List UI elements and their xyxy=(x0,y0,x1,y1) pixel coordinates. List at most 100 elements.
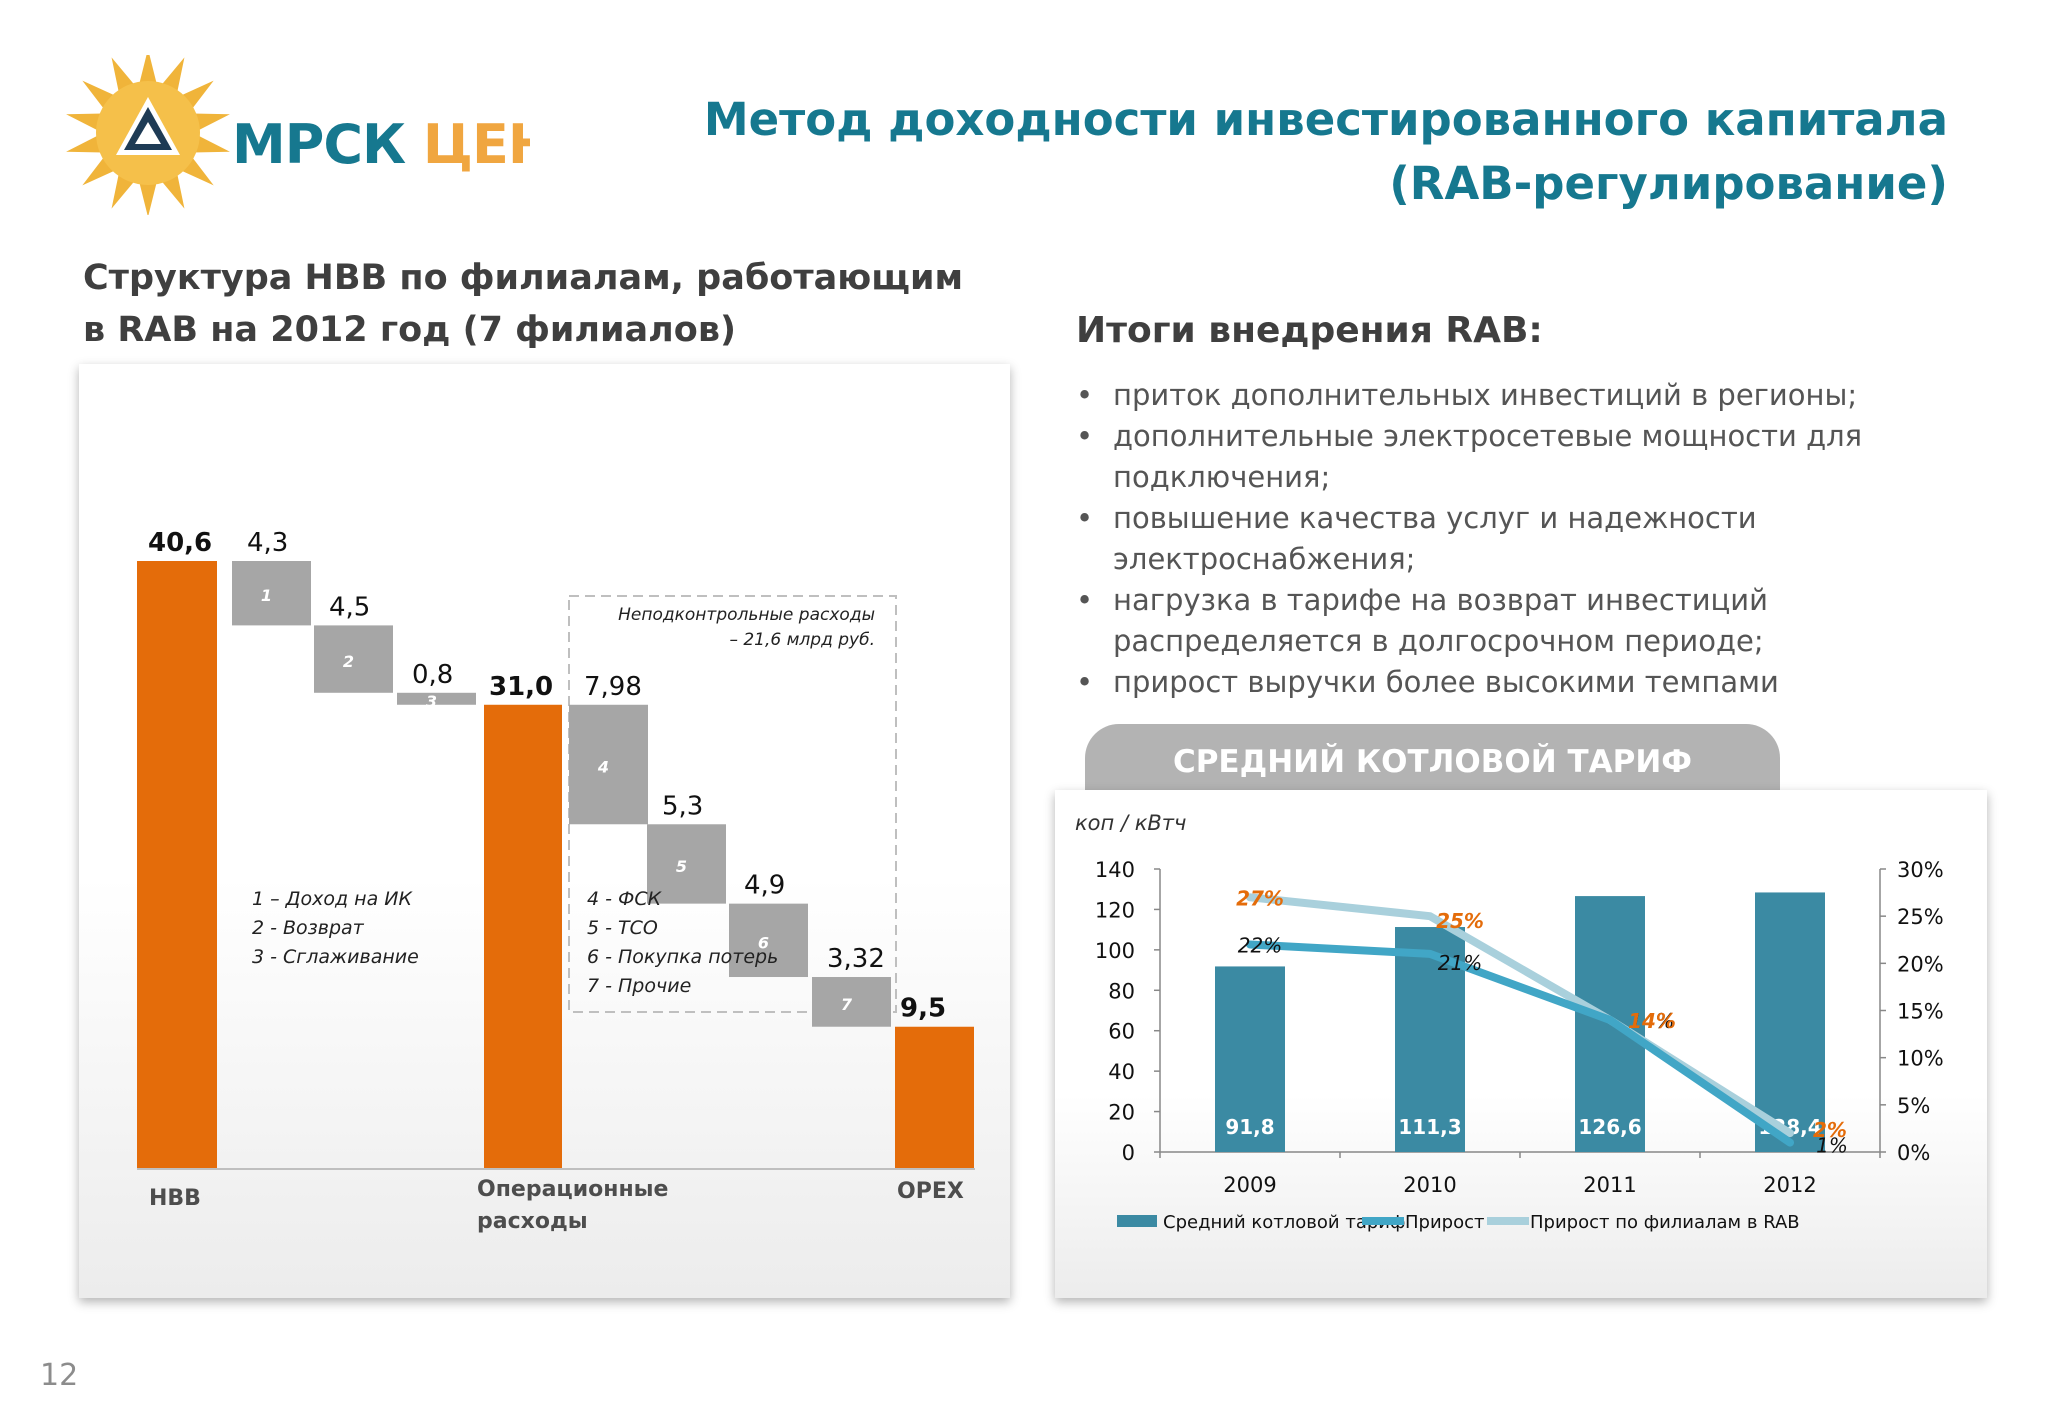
growth-value-label: 14% xyxy=(1630,1009,1674,1033)
rab-result-line: электроснабжения; xyxy=(1113,542,1416,576)
tariff-bar-label: 111,3 xyxy=(1398,1115,1461,1139)
waterfall-step-bar xyxy=(232,561,311,626)
rab-growth-value-label: 25% xyxy=(1436,909,1484,933)
rab-result-line: нагрузка в тарифе на возврат инвестиций xyxy=(1113,583,1768,617)
rab-results-heading: Итоги внедрения RAB: xyxy=(1076,310,1543,351)
tariff-bar xyxy=(1755,892,1825,1152)
axis-label-opex: OPEX xyxy=(897,1179,964,1204)
waterfall-value-label: 40,6 xyxy=(148,528,212,558)
legend-label: Прирост xyxy=(1405,1212,1484,1233)
y-tick-label: 40 xyxy=(1108,1060,1135,1084)
page-title-line2: (RAB-регулирование) xyxy=(1389,157,1948,210)
y2-tick-label: 5% xyxy=(1897,1094,1930,1118)
waterfall-legend-item: 6 - Покупка потерь xyxy=(587,946,778,968)
y-tick-label: 140 xyxy=(1095,858,1135,882)
bullet-icon: • xyxy=(1076,419,1094,453)
step-number-label: 7 xyxy=(841,995,853,1014)
company-logo: МРСК ЦЕНТРА xyxy=(66,55,530,215)
logo-text-part1: МРСК xyxy=(232,113,423,176)
waterfall-legend-item: 1 – Доход на ИК xyxy=(252,888,413,910)
legend-label: Прирост по филиалам в RAB xyxy=(1530,1212,1800,1233)
waterfall-chart: Неподконтрольные расходы – 21,6 млрд руб.… xyxy=(137,528,975,1234)
step-number-label: 6 xyxy=(758,933,769,952)
y2-tick-label: 20% xyxy=(1897,952,1944,976)
waterfall-value-label: 7,98 xyxy=(584,672,642,702)
rab-growth-line xyxy=(1246,893,1794,1138)
step-number-label: 3 xyxy=(426,692,437,711)
y-tick-label: 60 xyxy=(1108,1020,1135,1044)
waterfall-value-label: 9,5 xyxy=(900,994,946,1024)
waterfall-step-bar xyxy=(647,824,726,904)
y-tick-label: 100 xyxy=(1095,939,1135,963)
rab-growth-value-label: 27% xyxy=(1236,886,1284,910)
axis-label-nvv: НВВ xyxy=(149,1186,201,1211)
waterfall-value-label: 4,5 xyxy=(329,592,370,622)
sun-ray xyxy=(139,181,157,215)
rab-result-line: повышение качества услуг и надежности xyxy=(1113,501,1757,535)
tariff-unit-label: коп / кВтч xyxy=(1075,811,1186,835)
legend-swatch-bar xyxy=(1117,1215,1157,1227)
rab-result-line: приток дополнительных инвестиций в регио… xyxy=(1113,378,1858,412)
y-tick-label: 0 xyxy=(1122,1141,1135,1165)
y2-tick-label: 30% xyxy=(1897,858,1944,882)
waterfall-step-bar xyxy=(729,903,808,978)
rab-growth-value-label: 14% xyxy=(1628,1009,1676,1033)
waterfall-value-label: 31,0 xyxy=(489,672,553,702)
rab-result-item: • нагрузка в тарифе на возврат инвестиций… xyxy=(1076,580,2016,662)
waterfall-panel: Неподконтрольные расходы – 21,6 млрд руб.… xyxy=(79,364,1010,1298)
waterfall-legend-item: 7 - Прочие xyxy=(587,975,691,997)
waterfall-step-bar xyxy=(812,977,891,1027)
y2-tick-label: 25% xyxy=(1897,905,1944,929)
legend-label: Средний котловой тариф xyxy=(1163,1212,1405,1233)
rab-result-item: • дополнительные электросетевые мощности … xyxy=(1076,416,2016,498)
bullet-icon: • xyxy=(1076,665,1094,699)
growth-line xyxy=(1246,940,1794,1147)
growth-value-label: 1% xyxy=(1816,1134,1848,1158)
waterfall-value-label: 4,9 xyxy=(744,871,785,901)
step-number-label: 4 xyxy=(597,758,609,777)
waterfall-heading: Структура НВВ по филиалам, работающим в … xyxy=(83,252,983,356)
axis-label-opex-line2: расходы xyxy=(477,1209,588,1234)
sun-icon xyxy=(66,55,230,215)
uncontrolled-costs-box xyxy=(568,595,897,1013)
waterfall-step-bar xyxy=(569,704,648,825)
waterfall-step-bar xyxy=(314,625,393,693)
x-tick-label: 2011 xyxy=(1583,1173,1636,1197)
tariff-bar xyxy=(1215,966,1285,1152)
bullet-icon: • xyxy=(1076,501,1094,535)
waterfall-total-bar xyxy=(484,704,562,1169)
sun-ray xyxy=(66,134,104,153)
growth-value-label: 22% xyxy=(1238,933,1282,957)
box-note-line2: – 21,6 млрд руб. xyxy=(729,630,875,650)
rab-results-list: • приток дополнительных инвестиций в реги… xyxy=(1076,375,2016,703)
y2-tick-label: 0% xyxy=(1897,1141,1930,1165)
y2-tick-label: 15% xyxy=(1897,1000,1944,1024)
y-tick-label: 120 xyxy=(1095,898,1135,922)
axis-label-opex-line1: Операционные xyxy=(477,1177,668,1202)
x-tick-label: 2009 xyxy=(1223,1173,1276,1197)
box-note-line1: Неподконтрольные расходы xyxy=(618,605,875,625)
page-number: 12 xyxy=(40,1358,79,1393)
svg-text:МРСК ЦЕНТРА: МРСК ЦЕНТРА xyxy=(232,113,530,176)
rab-result-line: подключения; xyxy=(1113,460,1331,494)
y2-tick-label: 10% xyxy=(1897,1047,1944,1071)
waterfall-legend-item: 3 - Сглаживание xyxy=(252,946,419,968)
waterfall-value-label: 0,8 xyxy=(412,660,453,690)
waterfall-value-label: 4,3 xyxy=(247,528,288,558)
waterfall-legend-item: 5 - ТСО xyxy=(587,917,658,939)
tariff-chart-tab: СРЕДНИЙ КОТЛОВОЙ ТАРИФ xyxy=(1085,724,1780,796)
step-number-label: 2 xyxy=(343,652,354,671)
growth-value-label: 21% xyxy=(1438,951,1482,975)
bullet-icon: • xyxy=(1076,378,1094,412)
sun-ray xyxy=(139,55,157,85)
waterfall-value-label: 3,32 xyxy=(827,944,885,974)
waterfall-total-bar xyxy=(137,561,217,1169)
page-title: Метод доходности инвестированного капита… xyxy=(648,88,1948,216)
x-tick-label: 2010 xyxy=(1403,1173,1456,1197)
waterfall-legend-item: 4 - ФСК xyxy=(587,888,663,910)
rab-result-item: • прирост выручки более высокими темпами xyxy=(1076,662,2016,703)
rab-result-item: • повышение качества услуг и надежности эл… xyxy=(1076,498,2016,580)
sun-ray xyxy=(192,113,230,132)
tariff-bar-label: 126,6 xyxy=(1578,1115,1641,1139)
rab-growth-value-label: 2% xyxy=(1813,1118,1847,1142)
